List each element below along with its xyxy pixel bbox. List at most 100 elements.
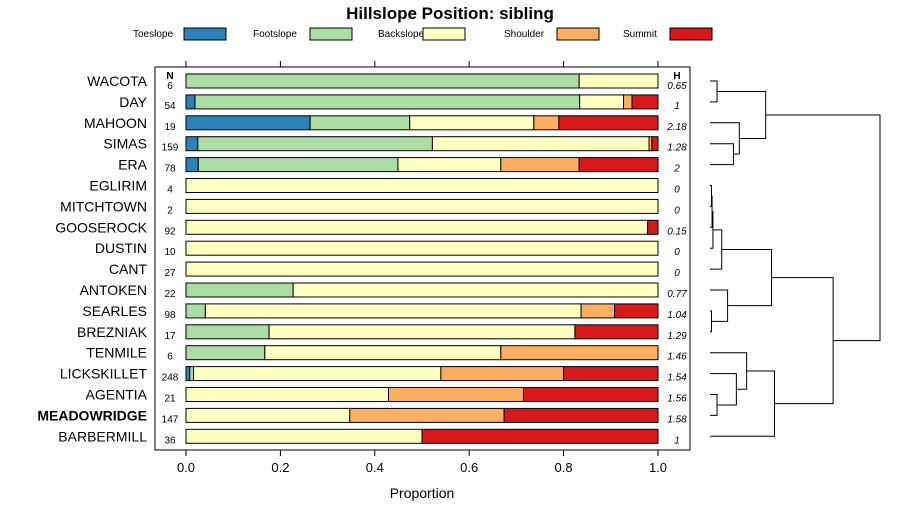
dendrogram-link-16 <box>765 114 881 342</box>
row-h-tenmile: 1.46 <box>667 352 687 363</box>
row-label-wacota: WACOTA <box>87 73 148 89</box>
bar-gooserock-backslope <box>185 219 649 235</box>
dendrogram-link-15 <box>771 277 834 405</box>
bar-era-toeslope <box>185 157 199 173</box>
bar-agentia-summit <box>522 387 659 402</box>
bar-searles-shoulder <box>580 303 616 319</box>
row-label-dustin: DUSTIN <box>95 240 147 256</box>
bar-day-shoulder <box>623 94 633 110</box>
bar-tenmile-footslope <box>185 345 266 361</box>
row-n-era: 78 <box>164 164 176 175</box>
row-label-day: DAY <box>119 94 147 110</box>
row-n-tenmile: 6 <box>167 352 173 363</box>
bar-cant-backslope <box>185 261 659 277</box>
bar-barbermill-summit <box>421 428 659 444</box>
dendrogram-link-11 <box>710 394 718 416</box>
bar-lickskillet-toeslope <box>185 366 191 382</box>
row-h-cant: 0 <box>674 268 680 279</box>
bar-brezniak-backslope <box>268 324 576 340</box>
legend: Toeslope Footslope Backslope Shoulder Summit <box>133 27 713 41</box>
row-h-barbermill: 1 <box>674 435 680 446</box>
chart-title: Hillslope Position: sibling <box>346 4 554 23</box>
bar-day-toeslope <box>185 94 196 110</box>
bar-meadowridge-shoulder <box>349 407 505 423</box>
row-n-dustin: 10 <box>164 247 176 258</box>
bar-era-backslope <box>397 157 502 173</box>
dendrogram-link-13 <box>710 352 748 390</box>
row-h-mitchtown: 0 <box>674 205 680 216</box>
row-n-mahoon: 19 <box>164 122 176 133</box>
bar-mahoon-summit <box>558 115 659 131</box>
dendrogram-link-1 <box>710 143 734 166</box>
bar-simas-footslope <box>197 136 433 152</box>
bar-day-backslope <box>579 94 625 110</box>
row-n-lickskillet: 248 <box>162 373 179 384</box>
bar-mahoon-shoulder <box>533 115 560 131</box>
row-h-lickskillet: 1.54 <box>667 373 687 384</box>
row-h-dustin: 0 <box>674 247 680 258</box>
bar-brezniak-summit <box>574 324 659 340</box>
x-axis: 0.0 0.2 0.4 0.6 0.8 1.0 <box>177 61 667 475</box>
row-label-mitchtown: MITCHTOWN <box>60 198 147 214</box>
n-column-header: N <box>166 71 173 82</box>
row-h-simas: 1.28 <box>667 143 687 154</box>
row-label-gooserock: GOOSEROCK <box>55 219 147 235</box>
row-n-cant: 27 <box>164 268 176 279</box>
bar-barbermill-backslope <box>185 428 423 444</box>
bar-lickskillet-footslope <box>189 366 195 382</box>
bar-eglirim-backslope <box>185 178 659 193</box>
bar-era-summit <box>578 157 659 173</box>
h-column-header: H <box>673 71 680 82</box>
x-tick-label-0: 0.0 <box>177 460 195 475</box>
bar-mahoon-backslope <box>409 115 535 131</box>
bar-day-summit <box>631 94 659 110</box>
bar-antoken-footslope <box>185 282 294 298</box>
row-label-tenmile: TENMILE <box>86 345 147 361</box>
row-n-agentia: 21 <box>164 394 176 405</box>
bar-era-footslope <box>197 157 399 173</box>
x-tick-label-4: 0.8 <box>555 460 573 475</box>
bar-wacota-footslope <box>185 73 580 89</box>
bar-gooserock-summit <box>647 219 659 235</box>
row-h-day: 1 <box>674 101 680 112</box>
row-label-searles: SEARLES <box>82 303 147 319</box>
bar-searles-summit <box>614 303 659 319</box>
x-tick-label-1: 0.2 <box>271 460 289 475</box>
row-label-simas: SIMAS <box>103 136 147 152</box>
row-h-era: 2 <box>673 164 680 175</box>
row-n-simas: 159 <box>162 143 179 154</box>
bar-rows: WACOTA 6 0.65 DAY 54 1 MAHOON 19 2.18 SIMAS 159 1.2… <box>37 73 687 446</box>
row-n-brezniak: 17 <box>164 331 176 342</box>
bar-simas-toeslope <box>185 136 199 152</box>
dendrogram-link-12 <box>710 373 737 406</box>
dendrogram-link-0 <box>710 80 718 103</box>
bar-meadowridge-summit <box>503 407 659 423</box>
x-tick-label-2: 0.4 <box>366 460 384 475</box>
row-n-barbermill: 36 <box>164 435 176 446</box>
bar-mitchtown-backslope <box>185 198 659 214</box>
x-tick-label-3: 0.6 <box>460 460 478 475</box>
bar-meadowridge-backslope <box>185 407 351 423</box>
bar-searles-backslope <box>204 303 582 319</box>
row-label-eglirim: EGLIRIM <box>89 178 147 194</box>
row-h-gooserock: 0.15 <box>667 226 687 237</box>
bar-lickskillet-backslope <box>193 366 442 382</box>
legend-swatch-toeslope <box>183 27 227 41</box>
row-h-searles: 1.04 <box>667 310 687 321</box>
bar-lickskillet-shoulder <box>440 366 565 382</box>
row-n-antoken: 22 <box>164 289 176 300</box>
row-label-mahoon: MAHOON <box>84 115 147 131</box>
row-n-wacota: 6 <box>167 81 173 92</box>
bar-lickskillet-summit <box>563 366 659 382</box>
row-h-agentia: 1.56 <box>667 394 687 405</box>
x-tick-label-5: 1.0 <box>649 460 667 475</box>
row-n-eglirim: 4 <box>167 185 173 196</box>
row-label-brezniak: BREZNIAK <box>77 324 148 340</box>
row-h-meadowridge: 1.58 <box>667 414 687 425</box>
legend-label-backslope: Backslope <box>378 29 425 40</box>
bar-brezniak-footslope <box>185 324 270 340</box>
legend-label-footslope: Footslope <box>253 29 297 40</box>
dendrogram-link-14 <box>710 370 775 437</box>
bar-mahoon-footslope <box>309 115 411 131</box>
